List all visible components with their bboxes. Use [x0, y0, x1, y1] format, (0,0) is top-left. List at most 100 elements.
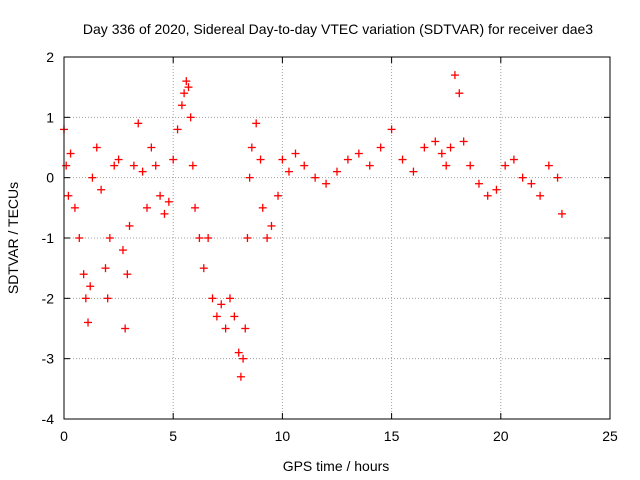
data-point: [518, 173, 527, 182]
x-tick-label: 5: [169, 428, 177, 444]
data-point: [156, 191, 165, 200]
data-point: [70, 203, 79, 212]
data-point: [501, 161, 510, 170]
data-point: [184, 83, 193, 92]
y-tick-label: 0: [46, 170, 54, 186]
y-tick-label: 2: [46, 49, 54, 65]
data-point: [284, 167, 293, 176]
data-point: [121, 324, 130, 333]
y-tick-label: -3: [42, 351, 55, 367]
data-point: [267, 221, 276, 230]
data-point: [164, 197, 173, 206]
x-tick-label: 15: [384, 428, 400, 444]
data-point: [544, 161, 553, 170]
data-point: [322, 179, 331, 188]
data-point: [81, 294, 90, 303]
data-point: [234, 348, 243, 357]
data-point: [258, 203, 267, 212]
data-point: [239, 354, 248, 363]
data-point: [437, 149, 446, 158]
data-point: [466, 161, 475, 170]
x-axis-label: GPS time / hours: [283, 458, 390, 474]
data-point: [110, 161, 119, 170]
data-points: [60, 71, 566, 381]
data-point: [182, 77, 191, 86]
data-point: [134, 119, 143, 128]
x-tick-label: 10: [275, 428, 291, 444]
data-point: [446, 143, 455, 152]
data-point: [84, 318, 93, 327]
y-tick-label: -1: [42, 230, 55, 246]
data-point: [420, 143, 429, 152]
data-point: [557, 209, 566, 218]
data-point: [243, 234, 252, 242]
data-point: [442, 161, 451, 170]
data-point: [455, 89, 464, 98]
data-point: [278, 155, 287, 164]
data-point: [459, 137, 468, 146]
data-point: [300, 161, 309, 170]
data-point: [66, 149, 75, 158]
data-point: [483, 191, 492, 200]
data-point: [252, 119, 261, 128]
data-point: [188, 161, 197, 170]
data-point: [217, 300, 226, 309]
data-point: [160, 209, 169, 218]
data-point: [450, 71, 459, 80]
data-point: [169, 155, 178, 164]
data-point: [398, 155, 407, 164]
data-point: [536, 191, 545, 200]
data-point: [221, 324, 230, 333]
data-point: [431, 137, 440, 146]
data-point: [527, 179, 536, 188]
data-point: [474, 179, 483, 188]
data-point: [177, 101, 186, 110]
data-point: [97, 185, 106, 194]
data-point: [208, 294, 217, 303]
data-point: [147, 143, 156, 152]
data-point: [105, 234, 114, 242]
data-point: [376, 143, 385, 152]
data-point: [123, 270, 132, 279]
data-point: [343, 155, 352, 164]
data-point: [118, 246, 127, 255]
data-point: [241, 324, 250, 333]
data-point: [75, 234, 84, 242]
x-tick-label: 25: [602, 428, 618, 444]
y-tick-label: -2: [42, 290, 55, 306]
data-point: [138, 167, 147, 176]
data-point: [79, 270, 88, 279]
data-point: [103, 294, 112, 303]
data-point: [173, 125, 182, 134]
data-point: [125, 221, 134, 230]
data-point: [86, 282, 95, 291]
data-point: [256, 155, 265, 164]
data-point: [64, 191, 73, 200]
data-point: [311, 173, 320, 182]
data-point: [88, 173, 97, 182]
data-point: [191, 203, 200, 212]
data-point: [236, 372, 245, 381]
data-point: [92, 143, 101, 152]
data-point: [230, 312, 239, 321]
data-point: [101, 264, 110, 273]
data-point: [553, 173, 562, 182]
data-point: [247, 143, 256, 152]
data-point: [291, 149, 300, 158]
data-point: [186, 113, 195, 122]
data-point: [195, 234, 204, 242]
data-point: [409, 167, 418, 176]
grid-lines: [64, 57, 610, 419]
data-point: [274, 191, 283, 200]
data-point: [263, 234, 272, 242]
data-point: [114, 155, 123, 164]
data-point: [225, 294, 234, 303]
data-point: [142, 203, 151, 212]
y-axis-label: SDTVAR / TECUs: [5, 182, 21, 294]
data-point: [204, 234, 213, 242]
data-point: [509, 155, 518, 164]
data-point: [151, 161, 160, 170]
y-tick-label: 1: [46, 109, 54, 125]
